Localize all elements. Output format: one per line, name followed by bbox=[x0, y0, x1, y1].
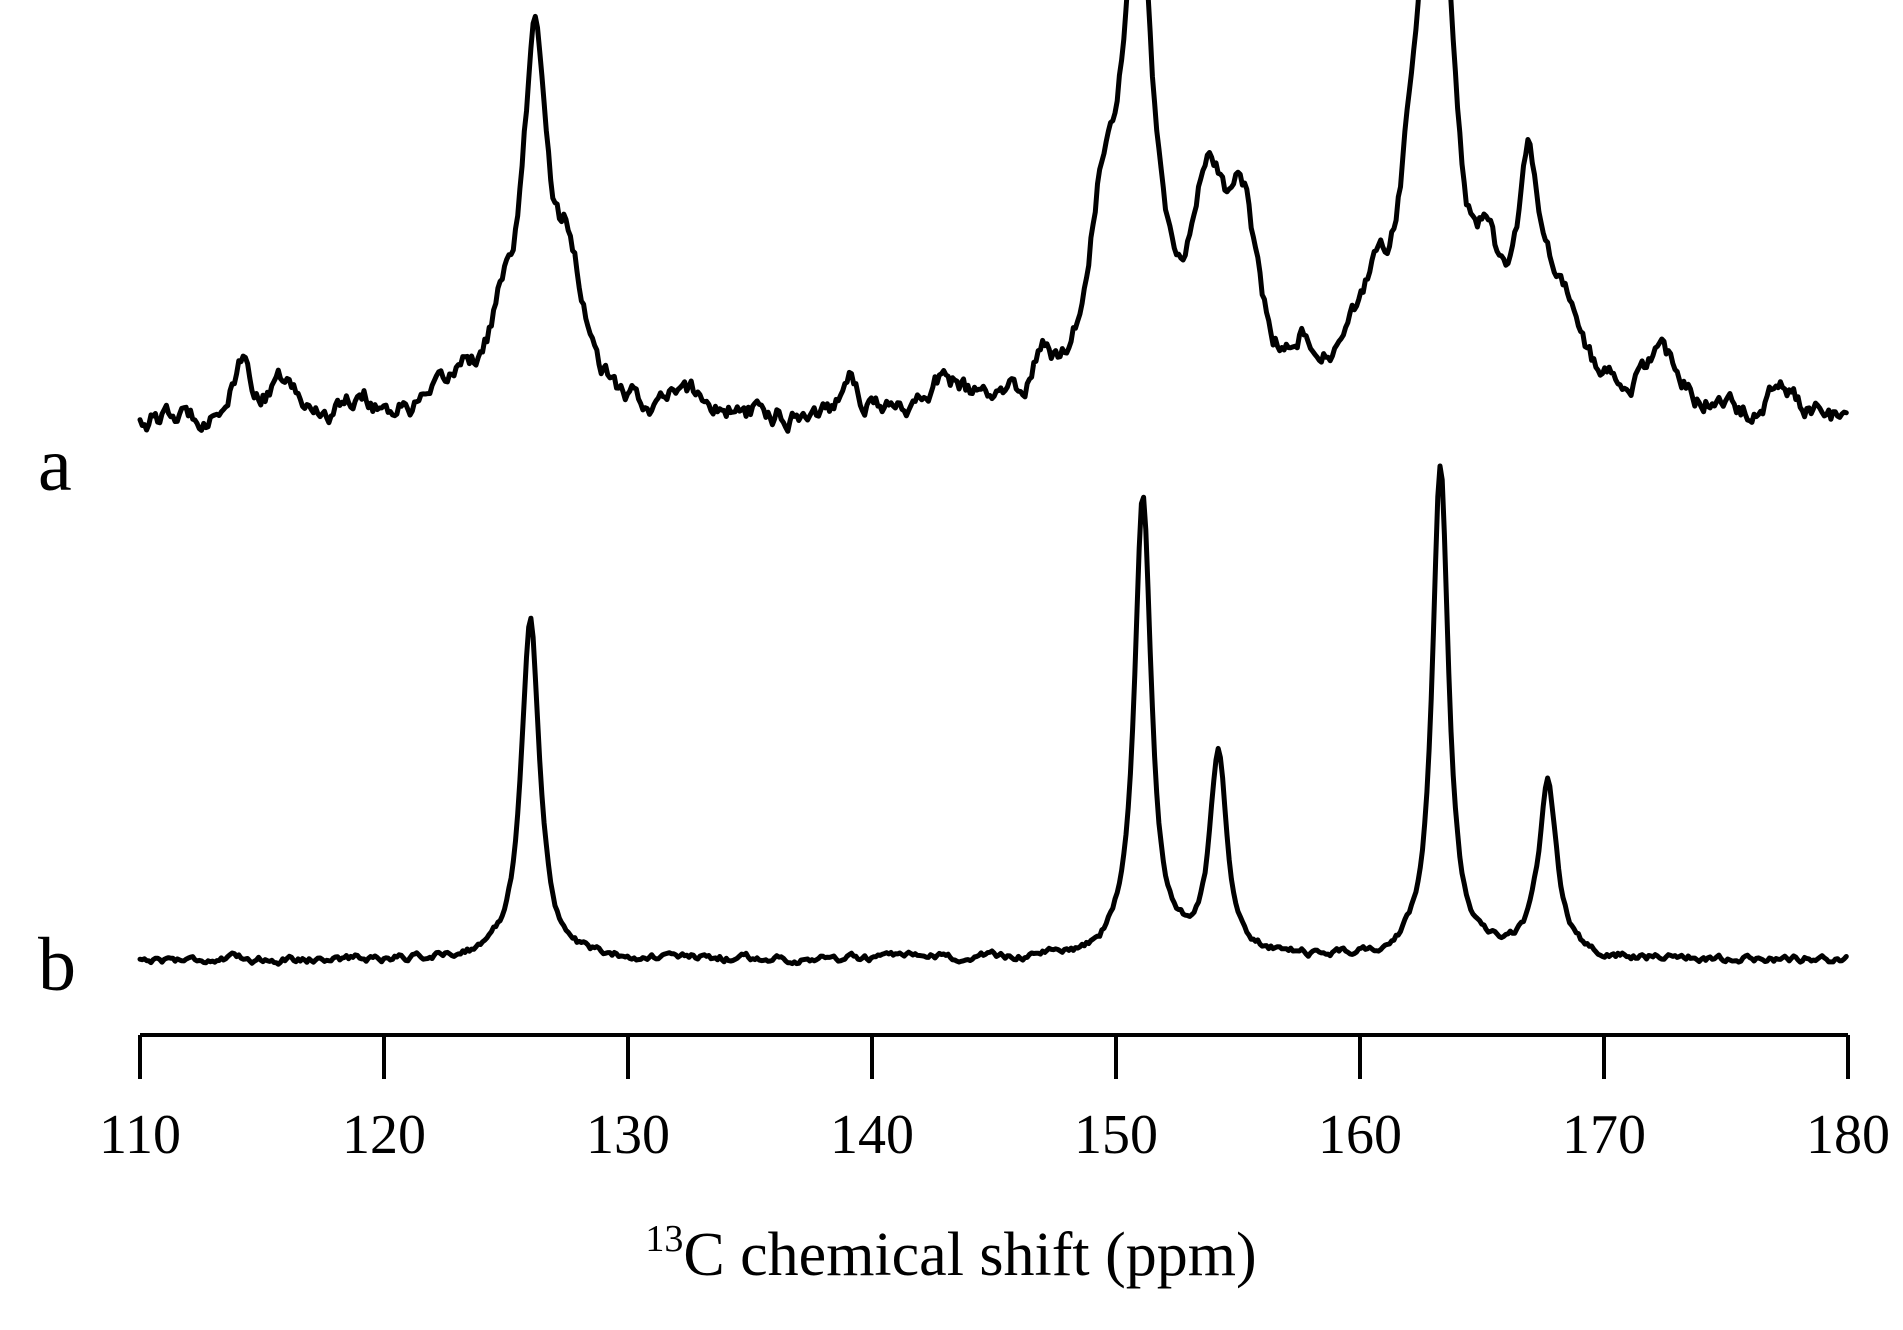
spectrum-trace-a bbox=[137, 0, 1849, 434]
spectrum-trace-b bbox=[137, 463, 1849, 967]
x-axis-title-isotope: 13 bbox=[645, 1218, 683, 1260]
x-axis-title-text: C chemical shift (ppm) bbox=[683, 1221, 1256, 1289]
trace-label-b: b bbox=[38, 923, 76, 1007]
x-tick-label-140: 140 bbox=[830, 1104, 914, 1166]
x-tick-label-130: 130 bbox=[586, 1104, 670, 1166]
x-tick-label-150: 150 bbox=[1074, 1104, 1158, 1166]
x-axis-title: 13C chemical shift (ppm) bbox=[645, 1218, 1256, 1289]
trace-label-a: a bbox=[38, 423, 72, 507]
x-tick-label-120: 120 bbox=[342, 1104, 426, 1166]
x-tick-label-180: 180 bbox=[1806, 1104, 1890, 1166]
x-tick-label-160: 160 bbox=[1318, 1104, 1402, 1166]
trace-labels: ab bbox=[38, 423, 76, 1007]
x-tick-label-110: 110 bbox=[99, 1104, 181, 1166]
spectrum-traces bbox=[137, 0, 1849, 967]
x-axis: 110 120 130 140 150 160 170 180 bbox=[99, 1033, 1890, 1166]
x-tick-label-170: 170 bbox=[1562, 1104, 1646, 1166]
